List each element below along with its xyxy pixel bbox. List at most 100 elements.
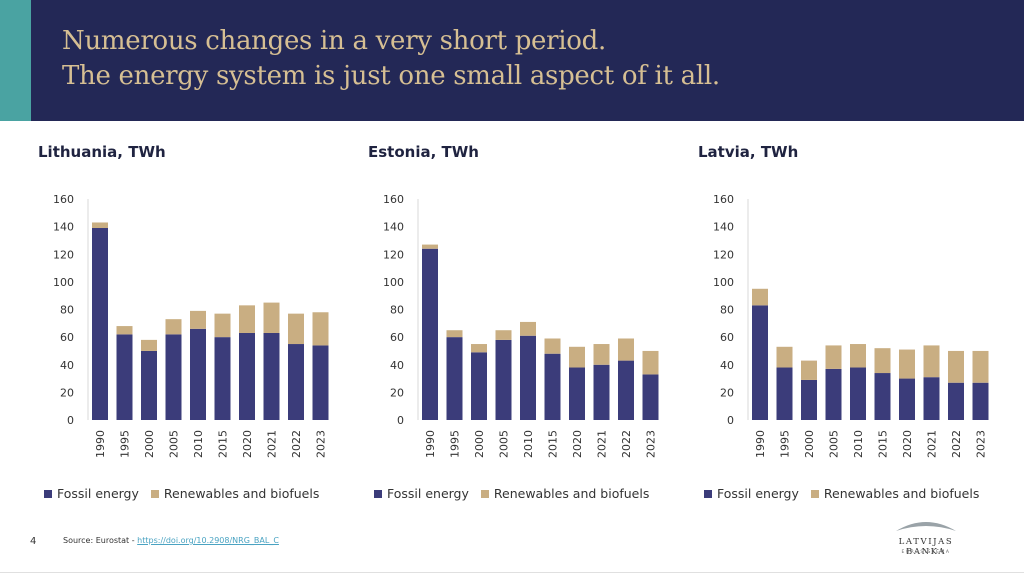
x-tick-label: 1990: [424, 430, 437, 458]
bar-fossil-2005: [165, 334, 182, 420]
legend-item-fossil: Fossil energy: [374, 486, 469, 501]
bar-fossil-2010: [190, 328, 206, 420]
bar-fossil-2000: [801, 379, 817, 420]
legend-swatch-fossil: [44, 489, 52, 498]
bar-renewables-2020: [239, 305, 255, 333]
bar-fossil-1990: [92, 228, 108, 420]
y-tick-label: 120: [383, 248, 404, 261]
bar-fossil-1995: [116, 334, 133, 420]
chart-legend: Fossil energy Renewables and biofuels: [44, 486, 331, 501]
bar-fossil-2005: [825, 368, 842, 420]
legend-label-renewables: Renewables and biofuels: [823, 486, 980, 501]
logo-subtitle: EUROSISTĒMA: [901, 550, 951, 555]
page-number: 4: [30, 536, 37, 547]
bar-fossil-2022: [288, 344, 304, 420]
bar-renewables-2005: [165, 319, 182, 335]
y-tick-label: 20: [390, 386, 404, 399]
bar-fossil-2000: [471, 352, 487, 420]
bar-fossil-2020: [899, 378, 915, 420]
panel-lithuania: Lithuania, TWh 0 20 40 60 80 100 120 140 160 1990…: [38, 121, 368, 521]
bar-renewables-1990: [92, 222, 108, 229]
y-tick-label: 20: [720, 386, 734, 399]
bar-renewables-2010: [190, 310, 206, 329]
y-tick-label: 100: [53, 276, 74, 289]
y-tick-label: 160: [713, 193, 734, 206]
bar-fossil-2015: [874, 373, 891, 420]
x-tick-label: 2000: [473, 430, 486, 458]
y-tick-label: 80: [60, 304, 74, 317]
source-note: Source: Eurostat - https://doi.org/10.29…: [63, 536, 279, 545]
bar-renewables-2015: [874, 348, 891, 374]
x-tick-label: 2000: [143, 430, 156, 458]
legend-swatch-fossil: [704, 489, 712, 498]
x-tick-label: 1990: [94, 430, 107, 458]
footer-rule: [0, 572, 1024, 573]
bar-fossil-1995: [776, 367, 793, 420]
bar-fossil-1995: [446, 337, 463, 420]
bar-renewables-2005: [825, 345, 842, 369]
x-tick-label: 2021: [926, 430, 939, 458]
x-tick-label: 1995: [449, 430, 462, 458]
y-tick-label: 120: [53, 248, 74, 261]
y-tick-label: 60: [390, 331, 404, 344]
legend-label-fossil: Fossil energy: [717, 486, 799, 501]
latvijas-banka-logo: LATVIJAS BANKA EUROSISTĒMA: [878, 519, 974, 559]
bar-renewables-2010: [850, 344, 866, 368]
y-tick-label: 140: [383, 221, 404, 234]
bar-fossil-2022: [948, 382, 964, 420]
bar-renewables-2023: [972, 350, 989, 383]
x-tick-label: 2000: [803, 430, 816, 458]
bar-renewables-2021: [593, 344, 610, 365]
chart-legend: Fossil energy Renewables and biofuels: [704, 486, 991, 501]
y-tick-label: 60: [60, 331, 74, 344]
legend-item-fossil: Fossil energy: [44, 486, 139, 501]
bar-fossil-2015: [544, 353, 561, 420]
bar-renewables-1995: [116, 326, 133, 335]
y-tick-label: 100: [383, 276, 404, 289]
x-tick-label: 2005: [828, 430, 841, 458]
logo-name: LATVIJAS BANKA: [898, 537, 954, 557]
header-band: Numerous changes in a very short period.…: [0, 0, 1024, 121]
bar-fossil-2021: [593, 364, 610, 420]
legend-item-fossil: Fossil energy: [704, 486, 799, 501]
x-tick-label: 2005: [498, 430, 511, 458]
title-line-1: Numerous changes in a very short period.: [62, 26, 606, 56]
legend-swatch-renewables: [150, 489, 159, 498]
legend-item-renewables: Renewables and biofuels: [150, 486, 320, 501]
source-link[interactable]: https://doi.org/10.2908/NRG_BAL_C: [137, 536, 279, 545]
legend-label-fossil: Fossil energy: [387, 486, 469, 501]
bar-fossil-2023: [642, 374, 659, 420]
bar-renewables-1995: [446, 330, 463, 338]
x-tick-label: 2023: [975, 430, 988, 458]
bar-fossil-2000: [141, 350, 157, 420]
y-tick-label: 0: [727, 414, 734, 427]
y-tick-label: 60: [720, 331, 734, 344]
logo-arc-icon: [896, 522, 956, 531]
bar-renewables-2022: [618, 338, 634, 361]
bar-renewables-1995: [776, 346, 793, 368]
y-tick-label: 80: [390, 304, 404, 317]
chart-title: Latvia, TWh: [698, 143, 799, 161]
bar-renewables-2023: [312, 312, 329, 346]
x-tick-label: 2022: [620, 430, 633, 458]
bar-fossil-2023: [972, 382, 989, 420]
bar-fossil-1990: [422, 248, 438, 420]
bar-fossil-2021: [263, 332, 280, 420]
bar-fossil-2015: [214, 337, 231, 420]
x-tick-label: 2021: [596, 430, 609, 458]
x-tick-label: 2005: [168, 430, 181, 458]
x-tick-label: 2022: [950, 430, 963, 458]
chart-legend: Fossil energy Renewables and biofuels: [374, 486, 661, 501]
legend-label-renewables: Renewables and biofuels: [163, 486, 320, 501]
bar-renewables-2020: [569, 346, 585, 368]
bar-renewables-1990: [422, 244, 438, 249]
title-line-2: The energy system is just one small aspe…: [62, 61, 720, 91]
x-tick-label: 2015: [547, 430, 560, 458]
source-prefix: Source: Eurostat -: [63, 536, 138, 545]
y-tick-label: 40: [390, 359, 404, 372]
x-tick-label: 2010: [852, 430, 865, 458]
y-tick-label: 140: [713, 221, 734, 234]
x-tick-label: 2020: [901, 430, 914, 458]
y-tick-label: 40: [60, 359, 74, 372]
legend-swatch-renewables: [480, 489, 489, 498]
